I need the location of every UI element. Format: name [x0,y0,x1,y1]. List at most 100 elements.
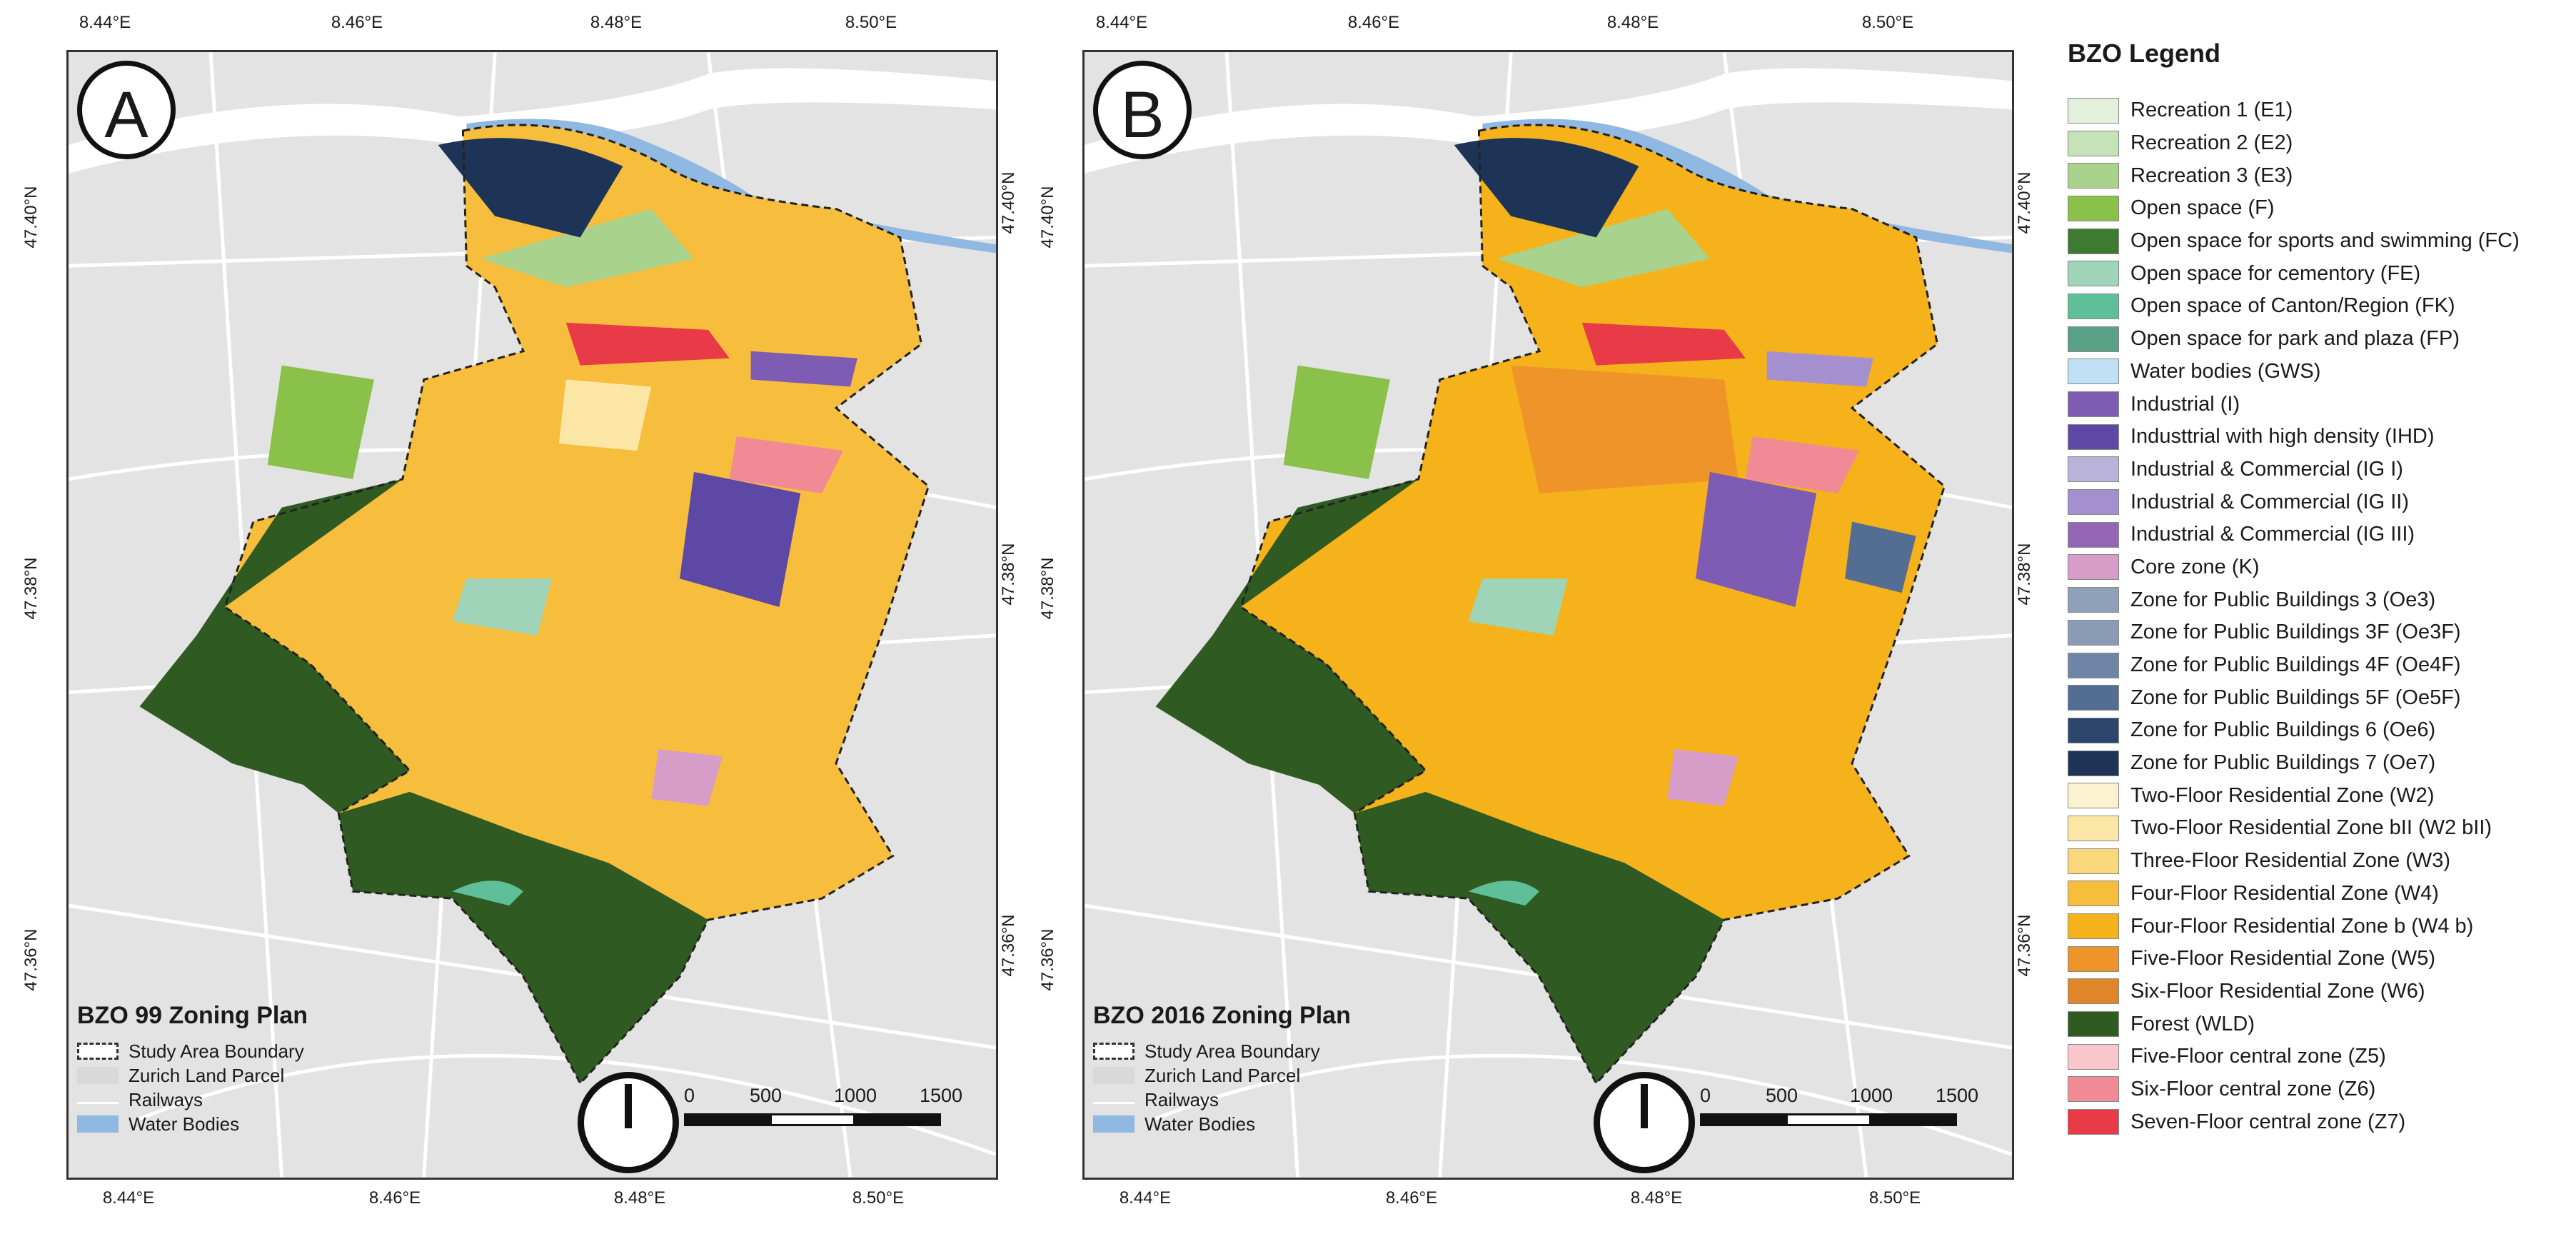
legend-swatch [2068,130,2119,156]
lat-tick-right: 47.38°N [999,543,1018,606]
land-parcel-swatch [77,1067,119,1084]
legend-swatch [2068,685,2119,711]
mini-legend-label: Zurich Land Parcel [1144,1064,1301,1086]
legend-label: Zone for Public Buildings 3 (Oe3) [2130,588,2436,611]
lat-tick-left: 47.38°N [1038,557,1057,620]
legend-item: Industrial & Commercial (IG II) [2068,486,2567,518]
lat-tick-left: 47.36°N [21,928,41,991]
legend-label: Zone for Public Buildings 7 (Oe7) [2130,751,2436,775]
legend-item: Industrial (I) [2068,388,2567,421]
bzo-legend: BZO Legend Recreation 1 (E1) Recreation 2… [2068,39,2567,1138]
legend-label: Industrial & Commercial (IG II) [2130,490,2409,513]
legend-item: Four-Floor Residential Zone (W4) [2068,878,2567,911]
lat-tick-left: 47.40°N [1038,186,1057,249]
plan-title-a: BZO 99 Zoning Plan [77,1002,308,1029]
legend-item: Forest (WLD) [2068,1008,2567,1040]
legend-swatch [2068,456,2119,483]
legend-item: Six-Floor Residential Zone (W6) [2068,975,2567,1008]
legend-swatch [2068,619,2119,646]
legend-label: Three-Floor Residential Zone (W3) [2130,849,2451,873]
legend-item: Zone for Public Buildings 7 (Oe7) [2068,747,2567,780]
legend-label: Seven-Floor central zone (Z7) [2130,1110,2406,1133]
zoning-map-b [1085,52,2012,1178]
water-bodies-swatch [1093,1115,1134,1133]
study-boundary-swatch [1093,1043,1134,1060]
legend-swatch [2068,326,2119,352]
legend-label: Industrial & Commercial (IG III) [2130,523,2415,546]
legend-label: Open space of Canton/Region (FK) [2130,294,2455,318]
lat-tick-right: 47.38°N [2015,543,2034,606]
legend-item: Open space for sports and swimming (FC) [2068,225,2567,258]
plan-title-b: BZO 2016 Zoning Plan [1093,1002,1351,1029]
mini-legend-item: Study Area Boundary [1093,1039,1320,1063]
scalebar-label: 500 [750,1085,783,1106]
legend-item: Open space (F) [2068,192,2567,225]
legend-label: Zone for Public Buildings 4F (Oe4F) [2130,653,2461,677]
lon-tick-bottom: 8.48°E [613,1188,666,1208]
legend-item: Six-Floor central zone (Z6) [2068,1073,2567,1106]
legend-item: Open space for cementory (FE) [2068,257,2567,290]
legend-label: Open space for cementory (FE) [2130,261,2421,285]
mini-legend-b: Study Area Boundary Zurich Land Parcel R… [1093,1039,1320,1136]
lat-tick-left: 47.38°N [21,557,41,620]
legend-label: Recreation 2 (E2) [2130,131,2293,155]
scalebar-label: 1000 [834,1085,877,1106]
legend-label: Forest (WLD) [2130,1012,2255,1035]
mini-legend-item: Zurich Land Parcel [1093,1063,1320,1088]
mini-legend-item: Zurich Land Parcel [77,1063,304,1088]
legend-swatch [2068,261,2119,287]
lon-tick-bottom: 8.50°E [852,1188,905,1208]
legend-label: Core zone (K) [2130,555,2260,578]
legend-label: Five-Floor Residential Zone (W5) [2130,947,2436,970]
legend-item: Zone for Public Buildings 6 (Oe6) [2068,714,2567,747]
railways-swatch [1093,1095,1134,1104]
legend-item: Water bodies (GWS) [2068,356,2567,388]
map-panel-a: A BZO 99 Zoning Plan Study Area Boundary… [66,50,998,1180]
legend-swatch [2068,489,2119,516]
legend-item: Recreation 2 (E2) [2068,127,2567,160]
legend-label: Two-Floor Residential Zone (W2) [2130,783,2435,807]
land-parcel-swatch [1093,1067,1134,1084]
legend-item: Two-Floor Residential Zone (W2) [2068,779,2567,812]
legend-label: Open space (F) [2130,196,2275,220]
lat-tick-right: 47.40°N [2015,171,2034,234]
panel-letter-a: A [77,61,176,159]
legend-item: Zone for Public Buildings 4F (Oe4F) [2068,649,2567,682]
mini-legend-item: Water Bodies [77,1112,304,1136]
legend-swatch [2068,1011,2119,1038]
legend-label: Zone for Public Buildings 5F (Oe5F) [2130,686,2461,709]
legend-swatch [2068,848,2119,874]
legend-item: Two-Floor Residential Zone bII (W2 bII) [2068,812,2567,845]
legend-label: Four-Floor Residential Zone (W4) [2130,881,2439,905]
mini-legend-label: Water Bodies [1144,1113,1256,1135]
lon-tick-top: 8.50°E [1861,13,1914,32]
lon-tick-top: 8.46°E [1347,13,1400,32]
zoning-map-a [69,52,996,1178]
lon-tick-top: 8.44°E [1095,13,1148,32]
mini-legend-label: Study Area Boundary [1144,1040,1320,1062]
legend-swatch [2068,228,2119,254]
legend-item: Open space for park and plaza (FP) [2068,323,2567,356]
mini-legend-label: Zurich Land Parcel [129,1064,285,1086]
scalebar-label: 0 [1700,1085,1711,1106]
lat-tick-right: 47.36°N [2015,914,2034,977]
legend-swatch [2068,1043,2119,1070]
legend-swatch [2068,195,2119,221]
legend-label: Four-Floor Residential Zone b (W4 b) [2130,914,2474,938]
legend-label: Zone for Public Buildings 3F (Oe3F) [2130,621,2461,644]
legend-list: Recreation 1 (E1) Recreation 2 (E2) Recrea… [2068,94,2567,1138]
mini-legend-label: Railways [129,1088,203,1110]
legend-swatch [2068,293,2119,319]
legend-label: Recreation 1 (E1) [2130,99,2293,122]
legend-label: Five-Floor central zone (Z5) [2130,1045,2386,1068]
legend-item: Zone for Public Buildings 5F (Oe5F) [2068,681,2567,714]
legend-item: Four-Floor Residential Zone b (W4 b) [2068,910,2567,943]
lon-tick-bottom: 8.44°E [102,1188,155,1208]
lat-tick-left: 47.40°N [21,186,41,249]
legend-item: Recreation 3 (E3) [2068,159,2567,192]
scalebar-label: 0 [684,1085,695,1106]
legend-label: Open space for park and plaza (FP) [2130,327,2460,351]
legend-swatch [2068,521,2119,548]
legend-label: Two-Floor Residential Zone bII (W2 bII) [2130,816,2492,840]
legend-label: Six-Floor Residential Zone (W6) [2130,979,2425,1003]
